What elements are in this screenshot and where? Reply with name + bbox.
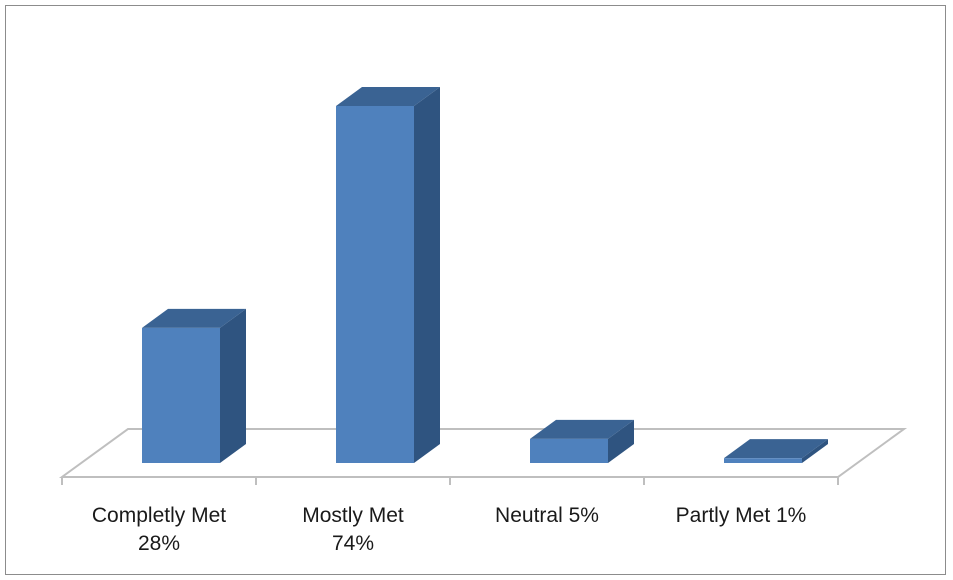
bar-top bbox=[724, 439, 828, 459]
x-tick-label: Neutral 5% bbox=[495, 504, 599, 527]
bar bbox=[142, 308, 246, 463]
bar bbox=[724, 439, 828, 463]
bar-front bbox=[142, 327, 220, 463]
x-tick-label: Partly Met 1% bbox=[676, 504, 807, 527]
x-tick-label-line: Neutral 5% bbox=[495, 504, 599, 527]
x-tick-label-line: 74% bbox=[332, 532, 374, 555]
bar-top bbox=[142, 308, 246, 328]
x-tick-label-line: Mostly Met bbox=[302, 504, 404, 527]
bar bbox=[336, 87, 440, 463]
bar-side bbox=[220, 308, 246, 463]
x-tick-label: Completly Met 28% bbox=[92, 504, 226, 555]
bar-side bbox=[608, 419, 634, 463]
bar bbox=[530, 419, 634, 463]
bar-front bbox=[724, 458, 802, 463]
bar-front bbox=[530, 438, 608, 463]
chart-frame bbox=[5, 5, 946, 575]
x-tick-label-line: Partly Met 1% bbox=[676, 504, 807, 527]
bar-side bbox=[414, 87, 440, 463]
x-tick-label: Mostly Met 74% bbox=[302, 504, 404, 555]
bar-top bbox=[336, 87, 440, 106]
bar-front bbox=[336, 106, 414, 463]
bar-side bbox=[802, 439, 828, 463]
bar-top bbox=[530, 419, 634, 439]
x-tick-label-line: Completly Met bbox=[92, 504, 226, 527]
x-tick-label-line: 28% bbox=[138, 532, 180, 555]
chart-floor bbox=[58, 428, 908, 478]
